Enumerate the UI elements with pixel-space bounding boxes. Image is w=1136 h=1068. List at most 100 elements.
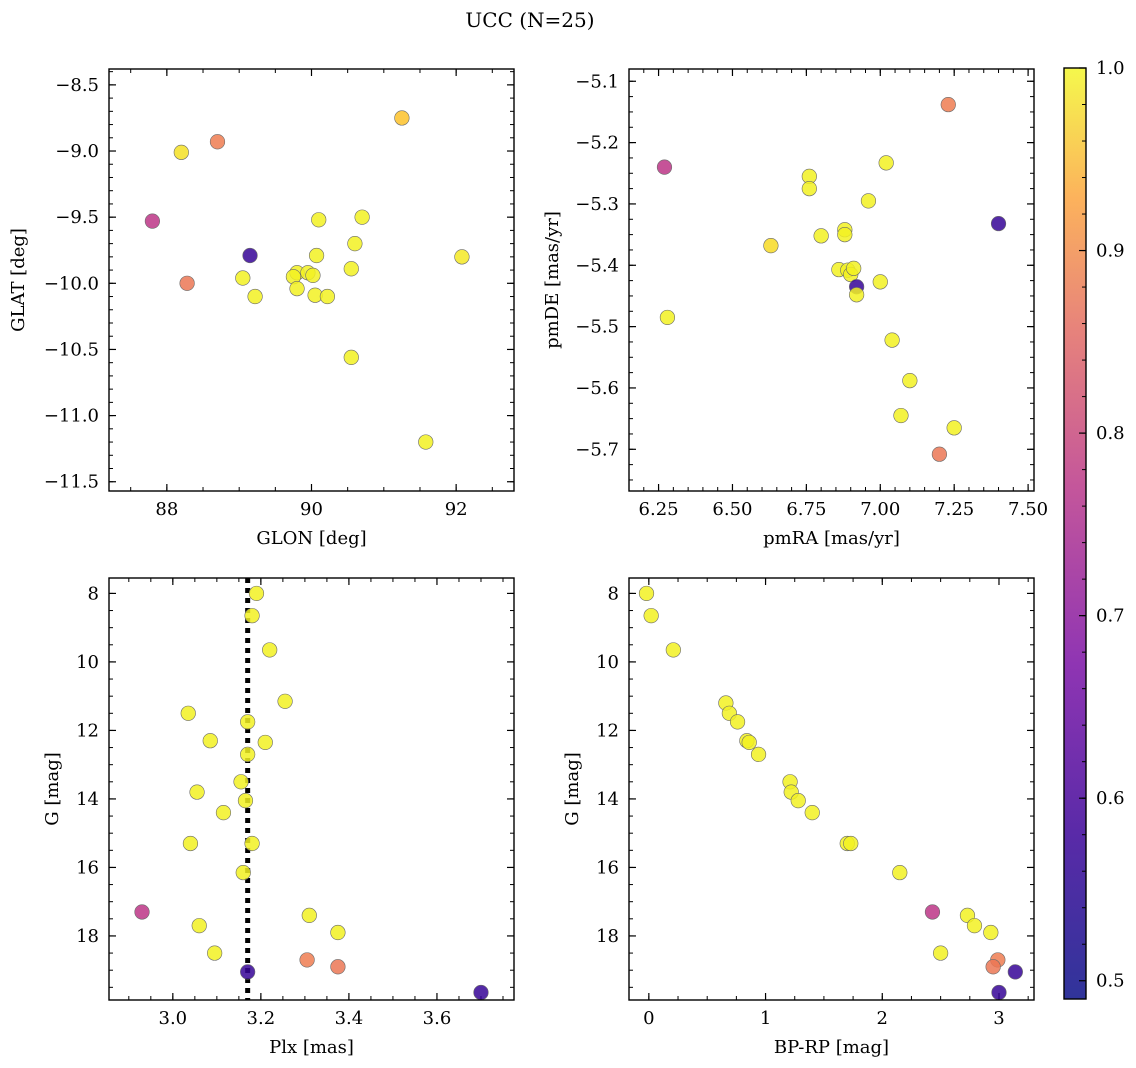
points <box>656 96 1007 462</box>
x-tick-label: 3.0 <box>159 1008 188 1029</box>
y-tick-label: −5.7 <box>575 439 619 460</box>
data-point <box>473 984 489 1001</box>
x-tick-label: 0 <box>643 1008 654 1029</box>
data-point <box>207 945 223 961</box>
y-tick-label: −5.6 <box>575 378 619 399</box>
data-point <box>933 945 949 961</box>
scatter-panels: 88 90 92−8.5−9.0−9.5−10.0−10.5−11.0−11.5GL… <box>8 68 1048 1058</box>
y-tick-label: 18 <box>76 926 99 947</box>
axes-frame <box>108 68 515 492</box>
data-point <box>729 714 746 730</box>
data-point <box>209 134 226 150</box>
figure-title: UCC (N=25) <box>465 8 594 32</box>
colorbar-tick-label: 0.9 <box>1096 241 1125 262</box>
panel-plx-g: 3.0 3.2 3.4 3.6 8 10 12 14 16 18 Plx [mas] G [mag] <box>42 577 515 1058</box>
y-axis-label: G [mag] <box>42 752 63 825</box>
data-point <box>846 260 862 276</box>
panel-glon-glat: 88 90 92 −8.5 −9.0 −9.5 −10.0 −10.5 −11.0 −11.5 GL… <box>8 68 515 549</box>
data-point <box>940 96 956 113</box>
data-point <box>418 434 434 450</box>
y-axis-label: GLAT [deg] <box>8 228 29 332</box>
data-point <box>985 959 1001 975</box>
x-tick-label: 3.2 <box>247 1008 276 1029</box>
data-point <box>235 864 251 881</box>
data-point <box>343 261 359 277</box>
y-tick-label: −8.5 <box>55 75 99 96</box>
colorbar-tick-label: 0.6 <box>1096 788 1125 809</box>
data-point <box>144 213 160 229</box>
x-tick-label: 2 <box>877 1008 888 1029</box>
data-point <box>237 793 254 809</box>
data-point <box>248 585 265 602</box>
y-tick-label: −5.1 <box>575 71 619 92</box>
x-tick-label: 1 <box>760 1008 771 1029</box>
data-point <box>343 349 359 365</box>
data-point <box>308 247 325 264</box>
y-tick-label: −9.0 <box>55 141 99 162</box>
minor-ticks <box>628 69 1034 491</box>
data-point <box>990 215 1007 232</box>
data-point <box>242 247 258 264</box>
major-ticks: 88 90 92 −8.5 −9.0 −9.5 −10.0 −10.5 −11.0 −11.5 <box>44 69 514 520</box>
y-tick-label: −5.5 <box>575 317 619 338</box>
axes-frame <box>628 577 1035 1001</box>
y-tick-label: −5.3 <box>575 194 619 215</box>
panel-pmra-pmde: 6.25 6.50 6.75 7.00 7.25 7.50 −5.1 −5.2 −5.3 −5.4… <box>542 68 1048 549</box>
data-point <box>182 835 199 852</box>
data-point <box>235 270 251 286</box>
data-point <box>1007 964 1023 980</box>
data-point <box>966 918 983 934</box>
data-point <box>354 209 370 225</box>
x-tick-label: 6.25 <box>639 499 679 520</box>
data-point <box>215 805 232 821</box>
major-ticks: 6.25 6.50 6.75 7.00 7.25 7.50 −5.1 −5.2 −5.3 −5.4… <box>575 69 1048 520</box>
data-point <box>240 746 256 763</box>
y-tick-label: 10 <box>596 652 619 673</box>
data-point <box>750 746 767 763</box>
data-point <box>884 332 900 348</box>
data-point <box>892 864 908 881</box>
data-point <box>665 642 681 658</box>
y-tick-label: 16 <box>596 857 619 878</box>
x-tick-label: 7.50 <box>1008 499 1048 520</box>
y-tick-label: 8 <box>608 583 619 604</box>
data-point <box>394 110 410 126</box>
data-point <box>843 835 859 852</box>
y-tick-label: −11.0 <box>44 406 99 427</box>
data-point <box>330 924 346 941</box>
colorbar-tick-label: 1.0 <box>1096 58 1125 79</box>
data-point <box>179 275 195 291</box>
x-tick-label: 3.6 <box>423 1008 452 1029</box>
data-point <box>946 420 962 436</box>
data-point <box>849 287 865 303</box>
data-point <box>277 693 293 709</box>
x-tick-label: 88 <box>155 499 178 520</box>
data-point <box>240 714 256 730</box>
colorbar-tick-label: 0.5 <box>1096 971 1125 992</box>
colorbar-frame <box>1063 67 1087 1000</box>
x-axis-label: GLON [deg] <box>256 528 366 549</box>
data-point <box>173 144 189 160</box>
y-tick-label: −10.0 <box>44 273 99 294</box>
data-point <box>247 288 263 305</box>
data-point <box>837 227 853 243</box>
data-point <box>257 734 273 751</box>
data-point <box>244 835 260 852</box>
data-point <box>244 608 260 624</box>
data-point <box>189 784 205 800</box>
x-tick-label: 3 <box>993 1008 1004 1029</box>
data-point <box>860 193 877 209</box>
y-tick-label: −11.5 <box>44 472 99 493</box>
data-point <box>878 155 894 171</box>
colorbar: 0.5 0.6 0.7 0.8 0.9 1.0 <box>1063 58 1125 1000</box>
data-point <box>902 372 918 389</box>
points <box>134 585 489 1001</box>
data-point <box>180 705 196 721</box>
data-point <box>790 793 806 809</box>
points <box>638 585 1023 1001</box>
y-tick-label: 12 <box>76 720 99 741</box>
minor-ticks <box>109 578 514 1000</box>
colorbar-gradient <box>1064 68 1086 999</box>
